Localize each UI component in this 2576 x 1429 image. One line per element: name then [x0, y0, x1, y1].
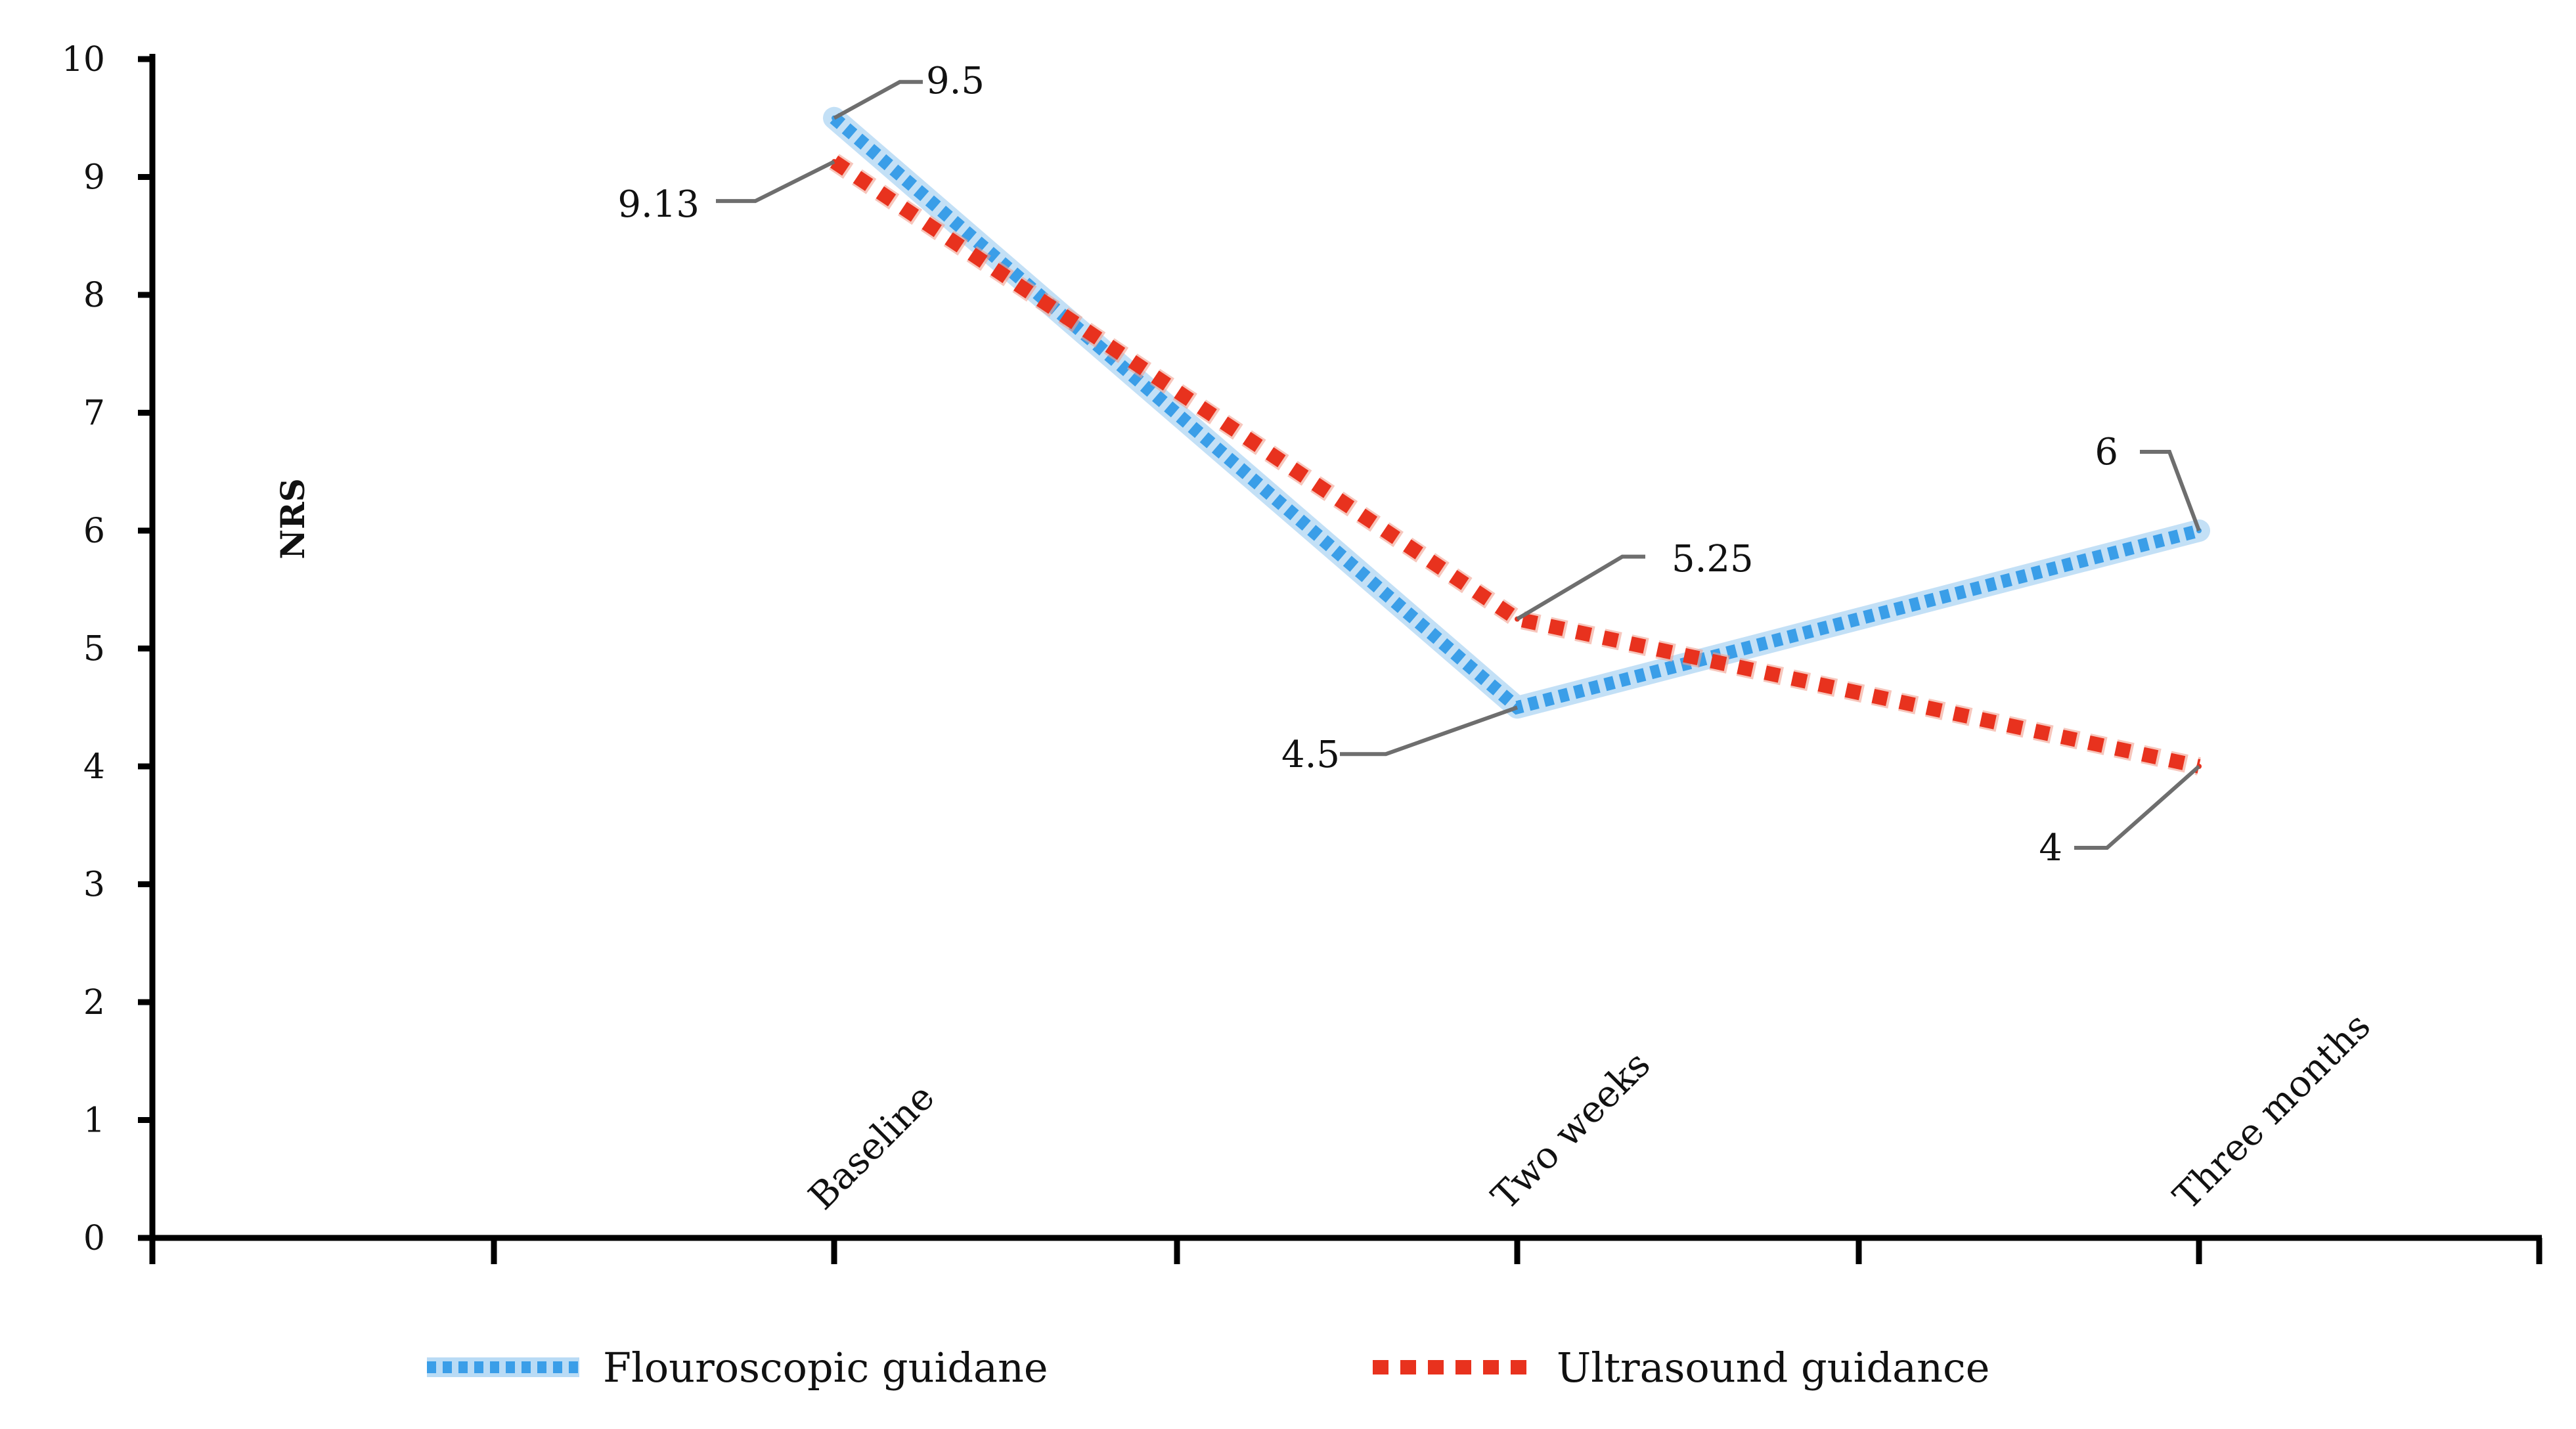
legend-item: Flouroscopic guidane	[427, 1344, 1048, 1392]
x-category-label: Two weeks	[1484, 1044, 1658, 1218]
series-line	[830, 156, 2201, 774]
legend-label: Flouroscopic guidane	[603, 1344, 1048, 1392]
chart-series	[823, 106, 2210, 776]
y-axis-ticks: 0 1 2 3 4 5 6 7 8 9 10	[62, 40, 152, 1258]
y-tick-label: 10	[62, 40, 105, 79]
data-label: 9.13	[617, 183, 700, 226]
y-tick-label: 7	[83, 394, 105, 433]
legend-item: Ultrasound guidance	[1373, 1344, 1989, 1392]
y-tick-label: 1	[83, 1101, 105, 1141]
data-label-leader	[716, 160, 835, 204]
data-label: 6	[2095, 431, 2118, 473]
y-tick-label: 9	[83, 158, 105, 198]
data-label: 5.25	[1672, 538, 1754, 581]
y-tick-label: 0	[83, 1219, 105, 1258]
data-label-leader	[2140, 450, 2201, 532]
data-label-leader	[2074, 764, 2200, 850]
y-tick-label: 2	[83, 983, 105, 1022]
series-line-glow	[829, 154, 2201, 776]
chart-axes	[149, 54, 2542, 1241]
x-category-label: Three months	[2165, 1005, 2379, 1218]
x-category-label: Baseline	[801, 1076, 943, 1218]
data-label: 4	[2039, 827, 2062, 869]
y-tick-label: 4	[83, 747, 105, 787]
data-label-leader	[1340, 705, 1519, 757]
data-labels: 9.5 4.5 6 9.13 5.25 4	[617, 60, 2201, 869]
chart-legend: Flouroscopic guidane Ultrasound guidance	[427, 1344, 1989, 1392]
data-label: 9.5	[926, 60, 985, 102]
data-label: 4.5	[1281, 734, 1340, 776]
data-label-leader	[1516, 554, 1645, 621]
x-axis-ticks: Baseline Two weeks Three months	[149, 1005, 2543, 1264]
series-ultrasound	[829, 154, 2202, 776]
y-tick-label: 5	[83, 630, 105, 669]
y-axis-label: NRS	[273, 478, 312, 559]
data-label-leader	[833, 79, 923, 120]
y-tick-label: 6	[83, 512, 105, 551]
y-tick-label: 8	[83, 276, 105, 315]
y-tick-label: 3	[83, 866, 105, 905]
legend-label: Ultrasound guidance	[1557, 1344, 1989, 1392]
